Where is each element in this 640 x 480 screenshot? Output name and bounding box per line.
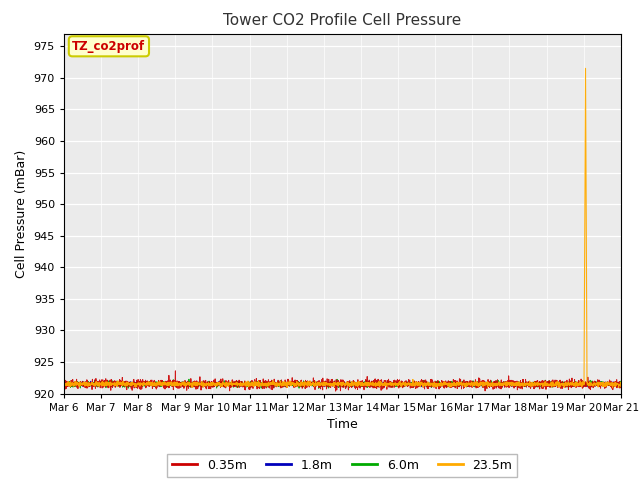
Title: Tower CO2 Profile Cell Pressure: Tower CO2 Profile Cell Pressure [223,13,461,28]
Y-axis label: Cell Pressure (mBar): Cell Pressure (mBar) [15,149,28,278]
Text: TZ_co2prof: TZ_co2prof [72,40,145,53]
X-axis label: Time: Time [327,418,358,431]
Legend: 0.35m, 1.8m, 6.0m, 23.5m: 0.35m, 1.8m, 6.0m, 23.5m [167,454,518,477]
